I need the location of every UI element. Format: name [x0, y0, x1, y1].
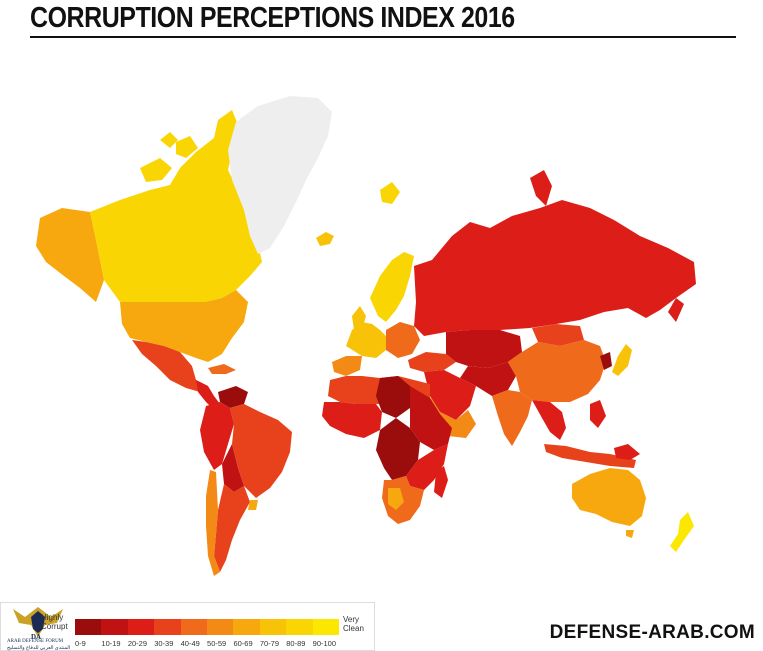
svg-text:DA: DA: [31, 633, 41, 641]
region-uruguay: [248, 500, 258, 510]
region-bolivia-paraguay: [222, 444, 244, 492]
region-central-america: [196, 380, 220, 410]
legend-swatch-80-89: [286, 619, 313, 635]
legend-swatch-40-49: [180, 619, 208, 635]
legend-swatch-60-69: [233, 619, 260, 635]
region-svalbard: [380, 182, 400, 204]
region-botswana-namibia: [388, 488, 404, 510]
brand-watermark: DEFENSE-ARAB.COM: [549, 622, 755, 643]
logo-line2: المنتدى العربي للدفاع والتسليح: [7, 646, 71, 651]
region-southeast-asia: [532, 400, 566, 440]
region-east-africa: [406, 444, 448, 490]
world-map: [36, 96, 696, 576]
legend-swatch-90-100: [312, 619, 340, 635]
region-alaska: [36, 208, 104, 302]
region-iberia: [332, 356, 362, 376]
region-central-africa: [376, 418, 420, 480]
legend-swatch-10-19: [101, 619, 128, 635]
region-turkey: [408, 352, 456, 372]
region-usa: [120, 290, 248, 362]
region-russia: [414, 200, 696, 336]
region-korea: [600, 352, 612, 370]
region-madagascar: [434, 466, 448, 498]
region-iceland: [316, 232, 334, 246]
region-arctic-islands: [140, 132, 198, 182]
legend-swatch-0-9: [75, 619, 102, 635]
legend-low-label-line2: Corrupt: [41, 622, 68, 631]
region-venezuela: [218, 386, 248, 408]
legend-swatch-70-79: [259, 619, 287, 635]
region-uk: [352, 306, 366, 330]
region-sudan-horn: [410, 386, 452, 450]
legend-tick-80-89: 80-89: [286, 639, 306, 648]
region-cuba: [208, 364, 236, 374]
legend-tick-10-19: 10-19: [101, 639, 121, 648]
region-eastern-europe: [386, 322, 420, 358]
legend-high-label-line2: Clean: [343, 624, 364, 633]
map-title: CORRUPTION PERCEPTIONS INDEX 2016: [30, 2, 515, 34]
legend-high-label-line1: Very: [343, 615, 360, 624]
legend-tick-60-69: 60-69: [233, 639, 253, 648]
region-brazil: [230, 404, 292, 498]
region-andes-north: [200, 402, 234, 470]
region-chile: [206, 470, 220, 576]
legend-swatch-50-59: [207, 619, 234, 635]
region-kamchatka: [668, 298, 684, 322]
legend-tick-20-29: 20-29: [127, 639, 147, 648]
legend-color-bar: [75, 619, 340, 635]
legend-high-label: Very Clean: [343, 615, 364, 633]
region-middle-east: [424, 370, 476, 420]
region-mexico: [132, 340, 208, 392]
region-philippines: [590, 400, 606, 428]
title-underline: [30, 36, 736, 38]
logo-line1: ARAB DEFENSE FORUM: [7, 639, 64, 644]
legend-swatch-20-29: [127, 619, 155, 635]
region-canada: [90, 110, 262, 302]
region-argentina: [214, 484, 250, 572]
region-mongolia: [532, 324, 584, 346]
legend: DA ARAB DEFENSE FORUM المنتدى العربي للد…: [0, 602, 375, 651]
region-west-africa: [322, 402, 382, 438]
region-indonesia: [544, 444, 636, 468]
legend-low-label-line1: Highly: [41, 613, 64, 622]
legend-tick-40-49: 40-49: [180, 639, 200, 648]
region-iran-pakistan: [460, 362, 516, 396]
region-china: [508, 340, 606, 402]
legend-low-label: Highly Corrupt: [41, 613, 68, 631]
region-novaya-zemlya: [530, 170, 552, 206]
region-central-asia: [446, 330, 522, 368]
arab-defense-forum-logo: DA: [13, 607, 63, 641]
region-new-zealand: [670, 512, 694, 552]
region-greenland: [228, 96, 332, 254]
region-japan: [612, 344, 632, 376]
region-png: [614, 444, 640, 460]
legend-tick-labels: 0-9 10-19 20-29 30-39 40-49 50-59 60-69 70-79 80…: [75, 639, 339, 648]
region-western-europe: [346, 322, 388, 358]
legend-tick-90-100: 90-100: [312, 639, 337, 648]
legend-tick-50-59: 50-59: [207, 639, 227, 648]
region-india: [492, 390, 532, 446]
legend-tick-30-39: 30-39: [154, 639, 174, 648]
region-tasmania: [626, 530, 634, 538]
legend-tick-70-79: 70-79: [259, 639, 280, 648]
region-scandinavia: [370, 252, 414, 322]
region-australia: [572, 468, 646, 526]
legend-tick-0-9: 0-9: [75, 639, 86, 648]
region-libya-chad: [376, 376, 410, 418]
legend-swatch-30-39: [154, 619, 181, 635]
